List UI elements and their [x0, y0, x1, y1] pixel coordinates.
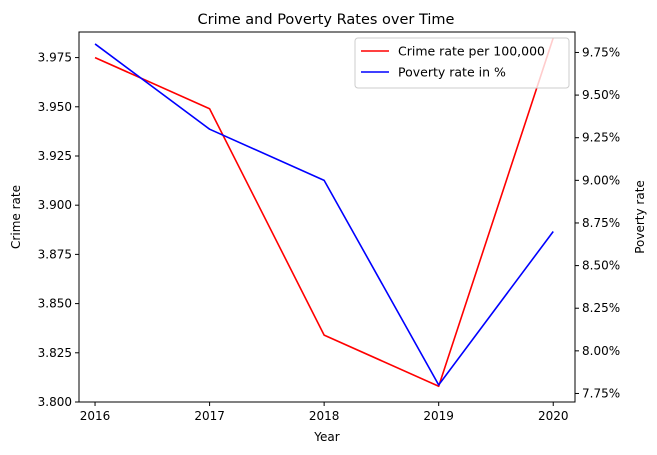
y-left-tick-label: 3.925 — [38, 149, 72, 163]
x-axis-title: Year — [313, 430, 339, 444]
y-right-tick-label: 8.75% — [582, 216, 620, 230]
series-line-poverty-rate — [94, 43, 554, 386]
x-tick-label: 2020 — [538, 409, 569, 423]
x-tick-label: 2019 — [423, 409, 454, 423]
x-tick-label: 2017 — [194, 409, 225, 423]
series-line-crime-rate — [94, 37, 554, 388]
y-axis-right-title: Poverty rate — [633, 180, 647, 254]
y-right-tick-label: 9.50% — [582, 88, 620, 102]
y-axis-right: 7.75% 8.00% 8.25% 8.50% 8.75% 9.00% 9.25% 9.50%… — [575, 45, 620, 400]
y-left-tick-label: 3.875 — [38, 247, 72, 261]
y-right-tick-label: 8.50% — [582, 259, 620, 273]
y-left-tick-label: 3.950 — [38, 100, 72, 114]
plot-frame — [78, 31, 576, 403]
chart-title: Crime and Poverty Rates over Time — [198, 12, 455, 28]
y-axis-left: 3.800 3.825 3.850 3.875 3.900 3.925 3.950 3.975 — [38, 51, 79, 409]
legend-box — [354, 37, 570, 89]
y-right-tick-label: 9.75% — [582, 45, 620, 59]
x-axis: 2016 2017 2018 2019 2020 — [80, 402, 569, 423]
plot-lines — [94, 37, 554, 388]
legend-label: Crime rate per 100,000 — [398, 44, 545, 59]
y-right-tick-label: 7.75% — [582, 386, 620, 400]
legend: Crime rate per 100,000 Poverty rate in % — [354, 37, 570, 89]
y-axis-left-title: Crime rate — [9, 185, 23, 249]
legend-label: Poverty rate in % — [398, 65, 506, 80]
y-right-tick-label: 9.25% — [582, 131, 620, 145]
x-tick-label: 2016 — [80, 409, 111, 423]
y-right-tick-label: 8.00% — [582, 344, 620, 358]
y-left-tick-label: 3.975 — [38, 51, 72, 65]
y-left-tick-label: 3.850 — [38, 297, 72, 311]
x-tick-label: 2018 — [309, 409, 340, 423]
y-right-tick-label: 8.25% — [582, 301, 620, 315]
y-left-tick-label: 3.900 — [38, 198, 72, 212]
y-left-tick-label: 3.825 — [38, 346, 72, 360]
y-right-tick-label: 9.00% — [582, 173, 620, 187]
y-left-tick-label: 3.800 — [38, 395, 72, 409]
